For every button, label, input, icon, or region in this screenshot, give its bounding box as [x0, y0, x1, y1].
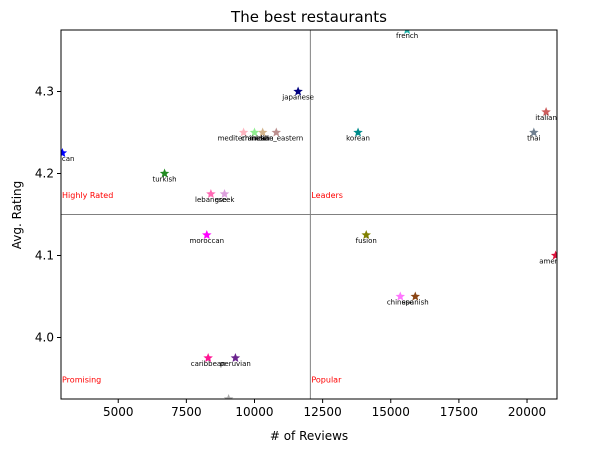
y-tick-label: 4.0	[35, 331, 54, 345]
point-label: fusion	[356, 237, 377, 245]
x-tick-label: 5000	[103, 405, 134, 419]
plot-content: Highly Rated Leaders Promising Popular frenc…	[50, 30, 572, 399]
data-point-french	[404, 30, 411, 35]
data-point-japanese	[293, 86, 303, 96]
x-tick-label: 15000	[372, 405, 410, 419]
x-tick-label: 7500	[171, 405, 202, 419]
data-point-indian	[257, 127, 268, 137]
data-point-moroccan	[202, 230, 212, 240]
point-label: chinese	[241, 135, 268, 143]
data-point-fusion	[361, 230, 371, 240]
point-label: italian	[535, 114, 557, 122]
quadrant-label: Leaders	[311, 191, 343, 200]
point-label: korean	[346, 135, 370, 143]
point-label: american	[539, 258, 572, 266]
point-label: thai	[527, 135, 540, 143]
point-label: caribbean	[191, 360, 226, 368]
data-point-lebanese	[206, 189, 216, 199]
data-point-greek	[219, 189, 230, 199]
y-tick-label: 4.1	[35, 249, 54, 263]
point-label: middle_eastern	[249, 135, 303, 143]
point-label: lebanese	[195, 196, 227, 204]
data-point-american	[550, 250, 557, 260]
point-label: mediterranean	[218, 135, 270, 143]
x-tick-label: 20000	[508, 405, 546, 419]
data-point-turkish	[159, 168, 170, 178]
data-point-german	[223, 394, 234, 399]
y-tick-label: 4.3	[35, 85, 54, 99]
data-point-italian	[541, 107, 551, 117]
point-label: french	[396, 32, 418, 40]
quadrant-label: Promising	[62, 376, 101, 385]
y-axis-label: Avg. Rating	[10, 181, 24, 250]
point-label: turkish	[152, 176, 176, 184]
data-point-mediterranean	[238, 127, 249, 137]
data-point-thai	[529, 127, 539, 137]
data-point-korean	[353, 127, 363, 137]
data-point-middle-eastern	[271, 127, 282, 137]
data-point-chinese	[249, 127, 260, 137]
y-tick-label: 4.2	[35, 167, 54, 181]
x-axis: 5000 7500 10000 12500 15000 17500 20000	[103, 399, 546, 419]
x-tick-label: 12500	[304, 405, 342, 419]
point-label: african	[50, 155, 74, 163]
point-label: greek	[215, 196, 236, 204]
point-label: moroccan	[190, 237, 225, 245]
point-label: spanish	[402, 299, 429, 307]
plot-frame	[60, 29, 558, 400]
data-point-caribbean	[203, 353, 213, 363]
point-label: chinese	[387, 299, 414, 307]
point-label: japanese	[281, 94, 314, 102]
quadrant-label: Highly Rated	[62, 191, 113, 200]
point-label: indian	[252, 135, 274, 143]
data-point-african	[61, 148, 68, 158]
data-point-spanish	[410, 291, 421, 301]
point-label: peruvian	[220, 360, 251, 368]
quadrant-label: Popular	[311, 376, 342, 385]
chart-title: The best restaurants	[230, 8, 387, 26]
data-point-peruvian	[230, 353, 241, 363]
plot-area: Highly Rated Leaders Promising Popular frenc…	[50, 30, 572, 399]
x-axis-label: # of Reviews	[270, 429, 348, 443]
y-axis: 4.0 4.1 4.2 4.3	[35, 85, 61, 345]
data-point-chinese	[395, 291, 406, 301]
x-tick-label: 17500	[440, 405, 478, 419]
x-tick-label: 10000	[235, 405, 273, 419]
